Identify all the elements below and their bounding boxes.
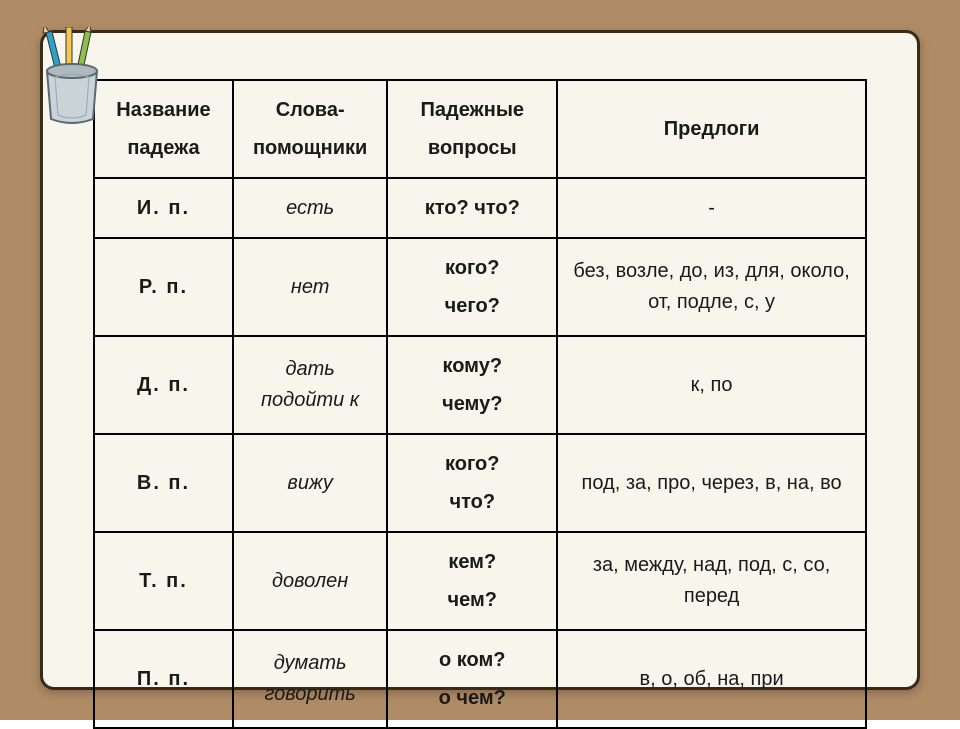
cell-helper: нет <box>233 238 387 336</box>
cell-helper: доволен <box>233 532 387 630</box>
cell-helper: вижу <box>233 434 387 532</box>
cell-questions: кому?чему? <box>387 336 557 434</box>
cell-questions: кого?чего? <box>387 238 557 336</box>
cases-table: Название падежа Слова-помощники Падежные… <box>93 79 867 729</box>
slide-backdrop: Название падежа Слова-помощники Падежные… <box>0 0 960 720</box>
cell-prepositions: - <box>557 178 866 238</box>
cell-helper: есть <box>233 178 387 238</box>
table-row: Р. п. нет кого?чего? без, возле, до, из,… <box>94 238 866 336</box>
pencil-cup-icon <box>33 27 111 127</box>
table-header-row: Название падежа Слова-помощники Падежные… <box>94 80 866 178</box>
col-header-case: Название падежа <box>94 80 233 178</box>
table-row: И. п. есть кто? что? - <box>94 178 866 238</box>
cell-case: Т. п. <box>94 532 233 630</box>
cell-case: В. п. <box>94 434 233 532</box>
col-header-prepositions: Предлоги <box>557 80 866 178</box>
col-header-question: Падежные вопросы <box>387 80 557 178</box>
cell-case: И. п. <box>94 178 233 238</box>
cell-case: Д. п. <box>94 336 233 434</box>
table-row: В. п. вижу кого?что? под, за, про, через… <box>94 434 866 532</box>
col-header-helper: Слова-помощники <box>233 80 387 178</box>
cell-case: П. п. <box>94 630 233 728</box>
table-row: П. п. думатьговорить о ком?о чем? в, о, … <box>94 630 866 728</box>
cell-case: Р. п. <box>94 238 233 336</box>
cell-helper: датьподойти к <box>233 336 387 434</box>
cell-questions: кто? что? <box>387 178 557 238</box>
cell-prepositions: за, между, над, под, с, со, перед <box>557 532 866 630</box>
cell-prepositions: без, возле, до, из, для, около, от, подл… <box>557 238 866 336</box>
table-row: Д. п. датьподойти к кому?чему? к, по <box>94 336 866 434</box>
cell-questions: о ком?о чем? <box>387 630 557 728</box>
cell-helper: думатьговорить <box>233 630 387 728</box>
cell-prepositions: под, за, про, через, в, на, во <box>557 434 866 532</box>
cell-questions: кого?что? <box>387 434 557 532</box>
page-card: Название падежа Слова-помощники Падежные… <box>40 30 920 690</box>
cell-prepositions: в, о, об, на, при <box>557 630 866 728</box>
cell-questions: кем?чем? <box>387 532 557 630</box>
table-row: Т. п. доволен кем?чем? за, между, над, п… <box>94 532 866 630</box>
cell-prepositions: к, по <box>557 336 866 434</box>
